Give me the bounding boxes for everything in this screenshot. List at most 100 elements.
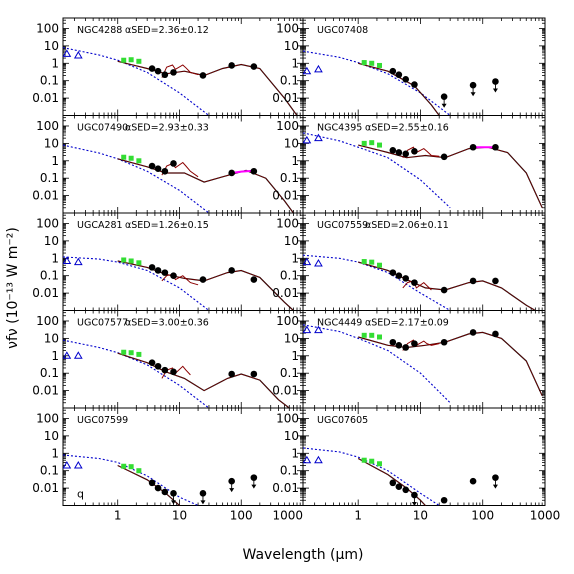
y-tick-label: 100: [276, 411, 299, 425]
sed-panel-ugca281: 0.01 0.1 1 10 100 UGCA281 αSED=1.26±0.15: [32, 212, 304, 311]
ir-detection: [199, 276, 207, 283]
total-model-line: [358, 62, 440, 116]
galex-point: [303, 135, 312, 144]
ir-detection: [469, 329, 477, 336]
y-tick-label: 0.1: [40, 74, 59, 88]
irs-spectrum: [161, 64, 199, 78]
y-tick-label: 100: [36, 314, 59, 328]
y-tick-label: 10: [284, 234, 299, 248]
galaxy-name: UGC07408: [317, 25, 368, 36]
ir-detection: [411, 81, 418, 88]
galaxy-name: UGCA281: [77, 220, 123, 231]
y-tick-label: 0.1: [40, 269, 59, 283]
y-tick-label: 1: [51, 349, 59, 363]
nir-point: [377, 262, 383, 268]
alpha-sed-label: αSED=2.17±0.09: [365, 318, 449, 329]
ir-detection: [154, 165, 162, 173]
sed-panel-ngc4449: 0.01 0.1 1 10 100 NGC4449 αSED=2.17±0.09: [272, 310, 546, 409]
ir-detection: [228, 169, 235, 177]
stellar-model-line: [303, 324, 451, 404]
galaxy-name: UGC07577: [77, 318, 128, 329]
total-model-line: [117, 260, 294, 311]
y-tick-label: 0.01: [32, 91, 59, 105]
ir-detection: [469, 477, 477, 485]
ir-detection: [148, 359, 156, 367]
ir-detection: [469, 143, 477, 151]
ir-detection: [395, 342, 403, 349]
sed-panel-ugc07408: 0.01 0.1 1 10 100 UGC07408: [272, 17, 546, 116]
galaxy-name: NGC4395: [317, 123, 362, 134]
ir-detection: [170, 69, 177, 76]
nir-point: [361, 259, 367, 265]
galaxy-name: UGC07490: [77, 123, 128, 134]
ir-detection: [154, 267, 162, 274]
dust-model-line: [358, 332, 543, 396]
ir-detection: [389, 338, 397, 346]
nir-point: [361, 60, 367, 66]
y-tick-label: 10: [44, 136, 59, 150]
ir-detection: [228, 370, 235, 378]
ir-detection: [395, 483, 403, 491]
galex-point: [303, 257, 312, 266]
y-tick-label: 0.1: [280, 366, 299, 380]
ir-detection: [402, 275, 410, 282]
stellar-model-line: [63, 256, 210, 311]
nir-point: [128, 155, 134, 161]
upper-limit: [170, 490, 177, 505]
upper-limit: [199, 490, 207, 505]
y-tick-label: 0.01: [32, 481, 59, 495]
nir-point: [369, 332, 375, 338]
ir-detection: [440, 286, 448, 294]
ir-detection: [492, 277, 499, 285]
nir-point: [377, 142, 383, 148]
ir-detection: [161, 366, 169, 374]
ir-detection: [161, 269, 169, 276]
upper-limit: [228, 477, 235, 493]
galex-point: [63, 351, 72, 359]
x-tick-label: 1: [114, 509, 122, 523]
y-tick-label: 100: [36, 21, 59, 35]
upper-limit: [411, 491, 418, 506]
ir-detection: [440, 496, 448, 504]
nir-point: [369, 60, 375, 66]
y-tick-label: 0.01: [32, 189, 59, 203]
nir-point: [361, 140, 367, 146]
x-tick-label: 1000: [530, 509, 561, 523]
total-model-line: [358, 331, 543, 397]
y-tick-label: 0.1: [280, 464, 299, 478]
ir-detection: [154, 484, 162, 492]
irs-spectrum: [402, 146, 440, 158]
x-tick-label: 100: [471, 509, 494, 523]
ir-detection: [154, 362, 162, 370]
ir-detection: [250, 167, 258, 175]
ir-detection: [402, 76, 410, 83]
galaxy-name: UGC07605: [317, 415, 368, 426]
y-tick-label: 100: [36, 119, 59, 133]
nir-point: [136, 58, 142, 64]
nir-point: [121, 257, 127, 263]
ir-detection: [389, 269, 397, 276]
nir-point: [377, 62, 383, 68]
y-tick-label: 100: [36, 411, 59, 425]
y-tick-label: 10: [44, 234, 59, 248]
ir-detection: [440, 153, 448, 161]
y-tick-label: 100: [276, 216, 299, 230]
stellar-model-line: [63, 454, 199, 506]
alpha-sed-label: αSED=2.06±0.11: [365, 220, 449, 231]
dust-model-line: [358, 63, 440, 116]
ir-detection: [154, 67, 162, 75]
galex-point: [73, 257, 83, 266]
ir-detection: [170, 272, 177, 279]
x-tick-label: 1: [354, 509, 362, 523]
ir-detection: [411, 340, 418, 347]
galex-point: [314, 455, 323, 464]
galex-point: [314, 64, 323, 73]
ir-detection: [395, 272, 403, 279]
ir-detection: [492, 143, 499, 151]
galaxy-name: NGC4288: [77, 25, 122, 36]
x-tick-label: 100: [230, 509, 253, 523]
panel-note: q: [77, 488, 84, 501]
sed-panel-ngc4288: 0.01 0.1 1 10 100 NGC4288 αSED=2.36±0.12: [32, 17, 304, 116]
sed-panel-ugc07605: 0.01 0.1 1 10 100 1 10 100 1000 UGC07605: [272, 407, 561, 523]
y-tick-label: 10: [284, 136, 299, 150]
